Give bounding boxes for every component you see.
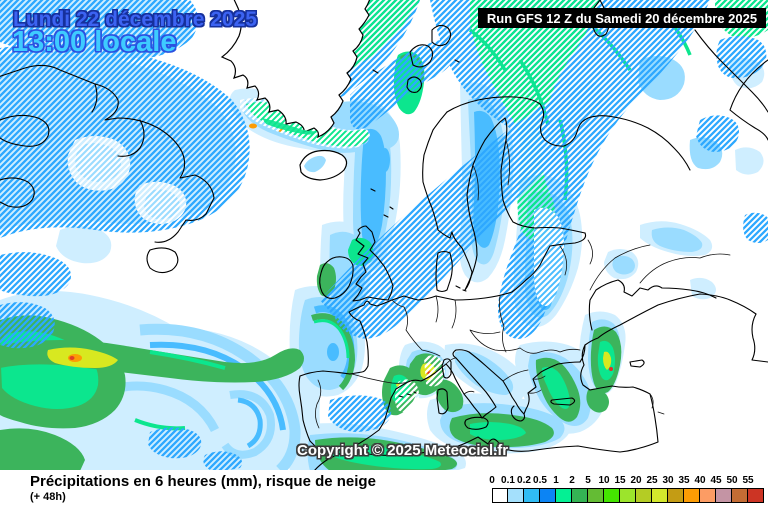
legend-label: 25 [646,475,658,486]
legend-label: 15 [614,475,626,486]
legend-swatch [668,488,684,503]
legend-swatch [620,488,636,503]
legend-cell: 35 [678,475,700,503]
legend-swatch [748,488,764,503]
legend-cell: 15 [614,475,636,503]
legend-cell: 0 [489,475,508,503]
legend-swatch [524,488,540,503]
legend-scale: 0 0.1 0.2 0.5 1 2 5 10 15 20 25 30 35 40 45 50 55 [489,475,764,503]
map-canvas [0,0,768,472]
legend-label: 10 [598,475,610,486]
legend-label: 20 [630,475,642,486]
legend-label: 0.5 [533,475,547,486]
legend-swatch [716,488,732,503]
legend-cell: 10 [598,475,620,503]
legend-label: 45 [710,475,722,486]
legend-label: 5 [585,475,591,486]
legend-cell: 40 [694,475,716,503]
legend-cell: 30 [662,475,684,503]
legend-swatch [508,488,524,503]
legend-swatch [540,488,556,503]
legend-cell: 0.5 [533,475,556,503]
legend-label: 2 [569,475,575,486]
legend-label: 0.2 [517,475,531,486]
legend-label: 0 [489,475,495,486]
legend-cell: 25 [646,475,668,503]
legend-cell: 0.1 [501,475,524,503]
copyright-watermark: Copyright © 2025 Meteociel.fr [297,442,509,459]
legend-cell: 2 [569,475,588,503]
date-label: Lundi 22 décembre 2025 [13,8,257,31]
legend-label: 50 [726,475,738,486]
legend-cell: 0.2 [517,475,540,503]
legend-label: 0.1 [501,475,515,486]
legend-swatch [604,488,620,503]
legend-label: 55 [742,475,754,486]
legend-swatch [556,488,572,503]
hatch-layer [0,0,768,471]
legend-swatch [492,488,508,503]
legend-cell: 20 [630,475,652,503]
legend-label: 30 [662,475,674,486]
coastlines [0,0,768,472]
legend-swatch [700,488,716,503]
legend-cell: 50 [726,475,748,503]
bottom-caption-band: Précipitations en 6 heures (mm), risque … [0,470,768,512]
legend-swatch [636,488,652,503]
legend-swatch [588,488,604,503]
legend-cell: 1 [553,475,572,503]
lead-time-label: (+ 48h) [30,491,66,503]
run-info-badge: Run GFS 12 Z du Samedi 20 décembre 2025 [478,8,766,28]
legend-label: 35 [678,475,690,486]
legend-cell: 45 [710,475,732,503]
legend-swatch [732,488,748,503]
legend-cell: 5 [585,475,604,503]
legend-swatch [652,488,668,503]
legend-swatch [684,488,700,503]
legend-swatch [572,488,588,503]
legend-cell: 55 [742,475,764,503]
legend-label: 40 [694,475,706,486]
precip-caption: Précipitations en 6 heures (mm), risque … [30,473,376,490]
time-label: 13:00 locale [12,26,177,58]
landmass-greenland [220,0,371,181]
legend-label: 1 [553,475,559,486]
